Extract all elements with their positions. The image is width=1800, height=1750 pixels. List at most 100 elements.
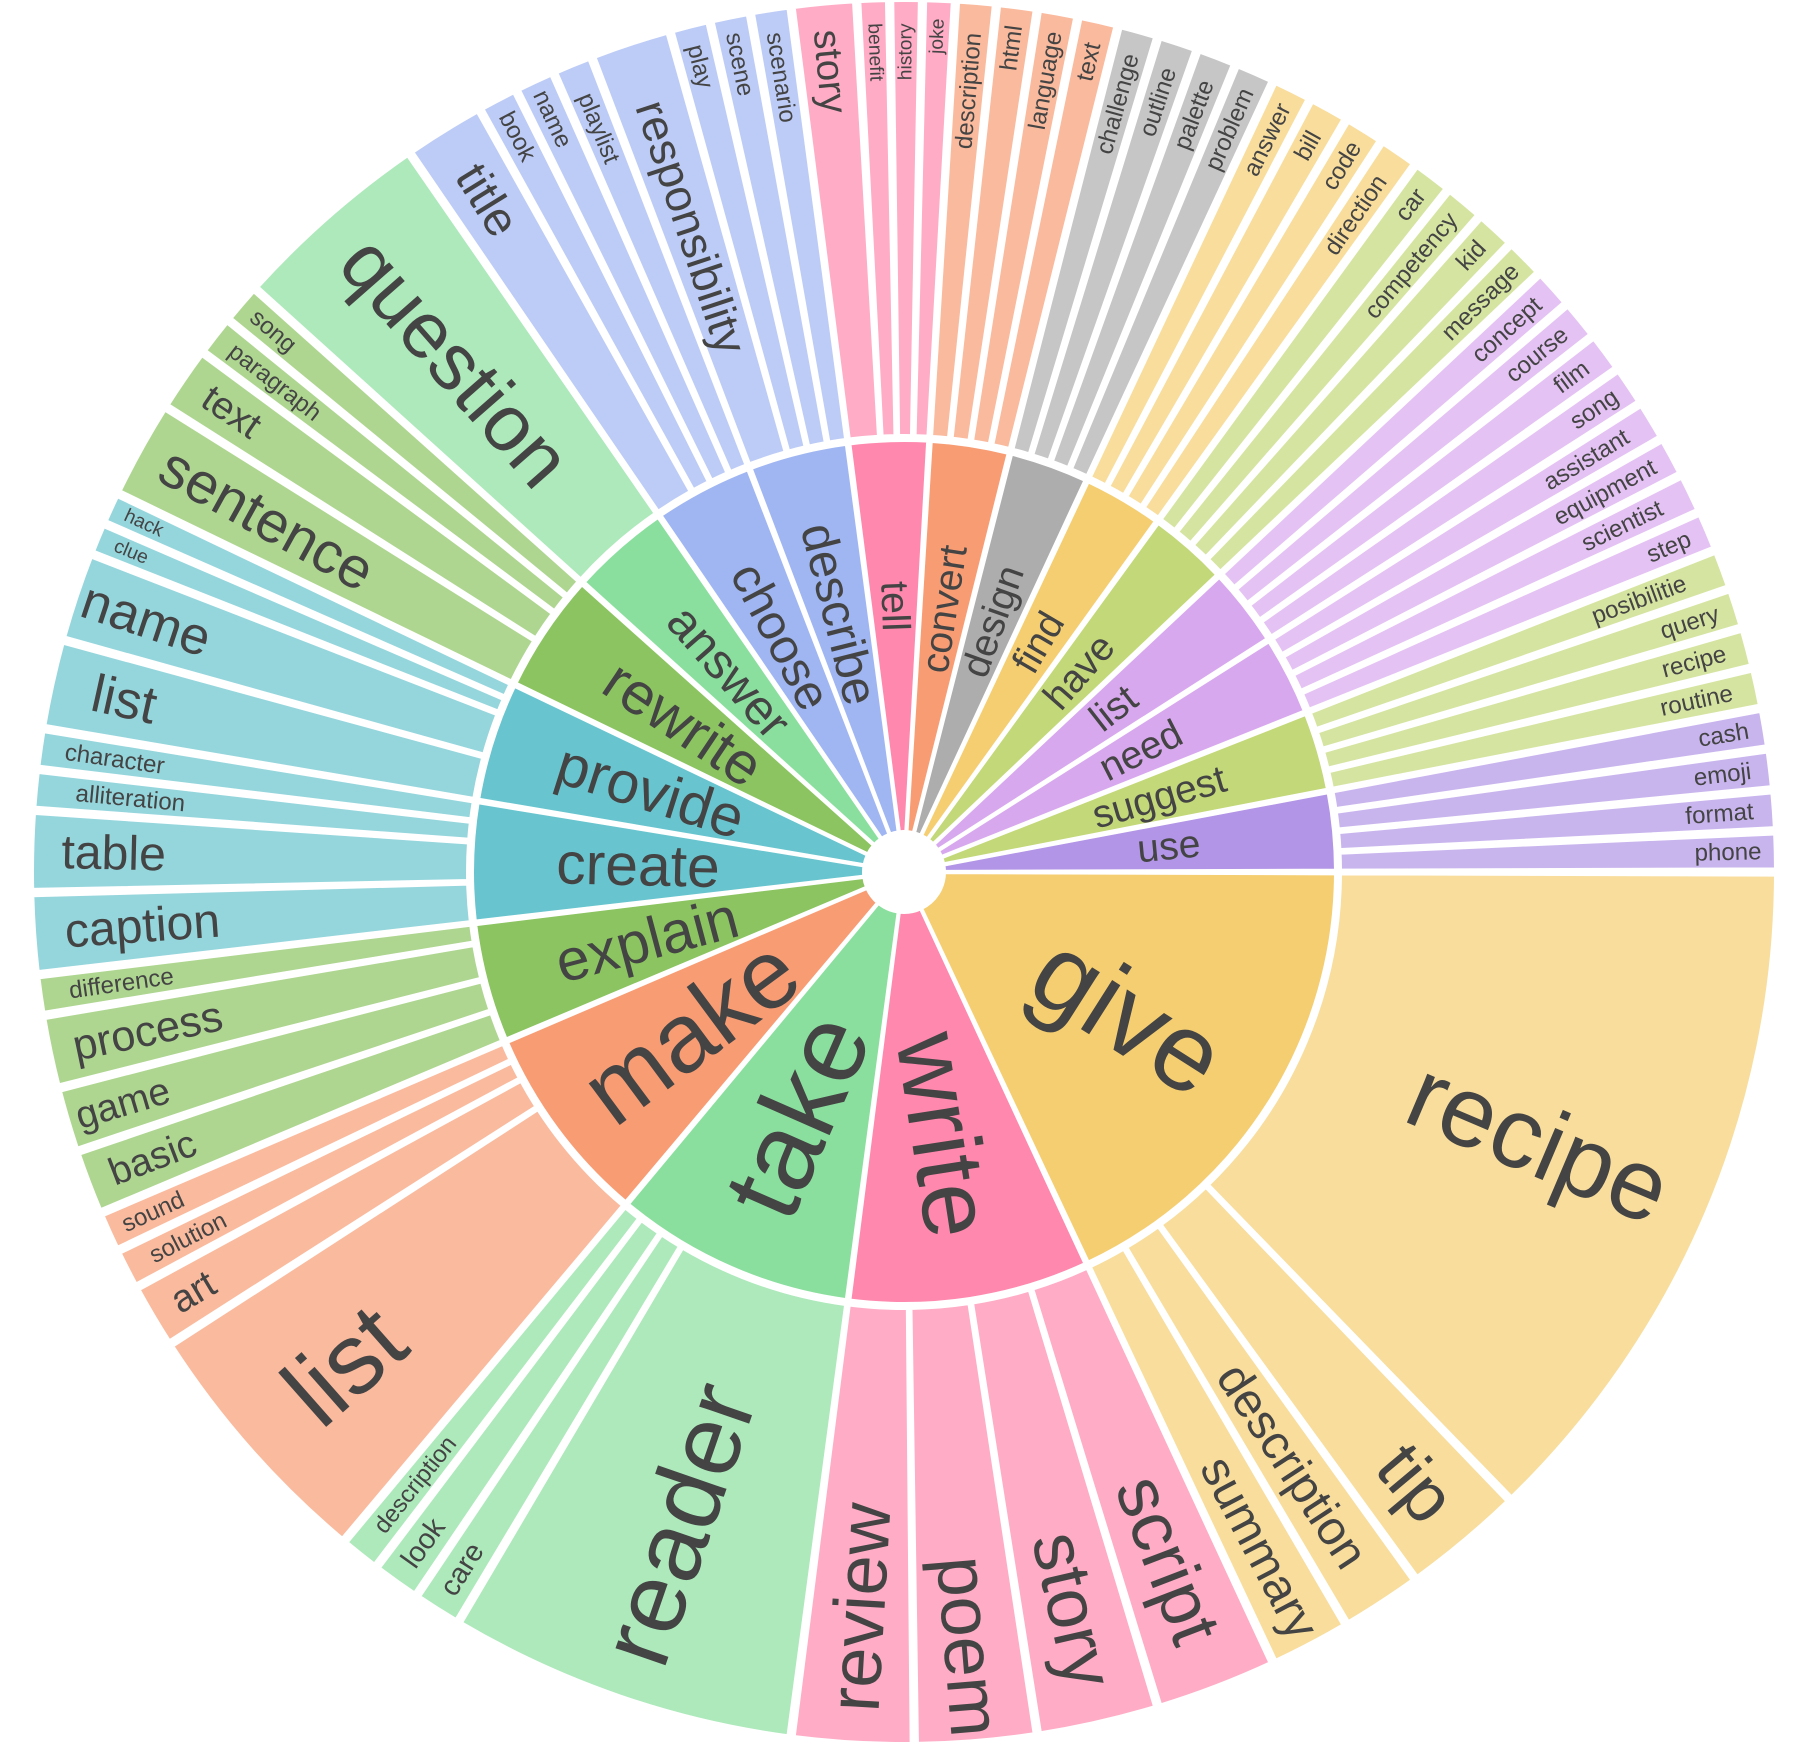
segment-write-story <box>969 1287 1158 1736</box>
segment-label-create-caption: caption <box>63 894 222 959</box>
segment-explain-difference <box>36 922 477 1016</box>
segment-find-answer <box>1087 80 1311 489</box>
segment-need-step <box>1299 512 1717 713</box>
outer-ring <box>29 0 1779 1746</box>
segment-tell-benefit <box>857 0 898 439</box>
segment-label-use-phone: phone <box>1694 838 1762 867</box>
segment-list-film <box>1246 335 1618 623</box>
segment-suggest-query <box>1314 588 1743 752</box>
segment-convert-description <box>928 0 997 441</box>
segment-write <box>847 905 1089 1306</box>
segment-tell-story <box>791 0 882 442</box>
segment-explain-game <box>57 978 494 1152</box>
segment-rewrite-text <box>164 352 556 642</box>
segment-find-code <box>1123 118 1382 510</box>
segment-rewrite-paragraph <box>202 319 569 615</box>
segment-take-care <box>416 1231 683 1624</box>
segment-rewrite <box>512 581 877 858</box>
segment-choose-title <box>409 108 694 515</box>
segment-provide-list <box>42 640 486 802</box>
segment-label-tell-history: history <box>895 23 916 80</box>
segment-have-competency <box>1174 189 1481 547</box>
segment-write-poem <box>908 1300 1038 1746</box>
segment-label-tell-story: story <box>805 28 856 116</box>
segment-choose-playlist <box>553 56 750 475</box>
segment-rewrite-sentence <box>116 406 538 685</box>
segment-label-tell-joke: joke <box>926 18 948 55</box>
segment-need-assistant <box>1269 403 1663 658</box>
segment-make-list <box>169 1106 626 1542</box>
segment-use-emoji <box>1333 749 1775 832</box>
segment-create-table <box>29 810 472 892</box>
segment-list-song <box>1258 368 1641 640</box>
segment-make-sound <box>99 1041 514 1251</box>
segment-create-caption <box>30 881 474 975</box>
segment-describe-scene <box>710 11 829 450</box>
segment-take <box>624 899 901 1303</box>
segment-describe-responsibility <box>591 30 789 467</box>
segment-have-car <box>1157 164 1449 534</box>
segment-explain-basic <box>76 1010 505 1213</box>
segment-convert-language <box>969 8 1078 447</box>
segment-explain <box>472 874 870 1043</box>
segment-explain-process <box>42 942 484 1088</box>
segment-write-review <box>791 1302 914 1746</box>
segment-create <box>470 799 867 924</box>
segment-have-message <box>1204 243 1540 575</box>
segment-label-tell-benefit: benefit <box>863 23 886 82</box>
segment-give <box>918 870 1339 1266</box>
segment-suggest-posibilitie <box>1307 550 1731 732</box>
segment-list-concept <box>1219 272 1568 591</box>
segment-label-create-table: table <box>61 825 167 881</box>
segment-label-tell: tell <box>872 580 917 632</box>
segment-use-format <box>1336 790 1777 853</box>
segment-label-provide-list: list <box>86 664 162 736</box>
segment-take-reader <box>458 1244 849 1739</box>
segment-convert-html <box>949 3 1038 444</box>
segment-use-phone <box>1337 831 1779 873</box>
segment-give-summary <box>1087 1245 1347 1664</box>
inner-ring <box>470 438 1339 1306</box>
segment-create-alliteration <box>32 769 474 842</box>
segment-choose <box>657 466 893 842</box>
segment-rewrite-song <box>227 288 582 598</box>
segment-suggest-routine <box>1325 668 1763 792</box>
segment-have-kid <box>1189 215 1511 561</box>
segment-provide <box>475 683 871 868</box>
segment-make-art <box>135 1077 540 1345</box>
segment-describe <box>748 441 901 838</box>
segment-take-look <box>375 1217 663 1597</box>
segment-choose-name <box>516 71 731 484</box>
segment-label-write-review: review <box>814 1500 906 1714</box>
segment-suggest-recipe <box>1320 628 1754 772</box>
segment-describe-scenario <box>750 5 849 445</box>
segment-answer-question <box>254 152 659 583</box>
segment-write-script <box>1029 1264 1274 1708</box>
segment-give-description <box>1123 1223 1416 1626</box>
segment-make <box>504 885 882 1206</box>
segment-label-write-poem: poem <box>921 1553 1016 1740</box>
segment-design-challenge <box>1009 24 1158 457</box>
segment-label-convert-html: html <box>995 24 1028 73</box>
segment-find-direction <box>1140 140 1416 521</box>
segment-list-course <box>1233 303 1594 606</box>
segment-label-use-format: format <box>1684 798 1754 830</box>
segment-tell-joke <box>912 0 955 439</box>
segment-provide-clue <box>90 523 507 715</box>
segment-label-use-emoji: emoji <box>1692 758 1752 792</box>
segment-need-scientist <box>1290 474 1700 694</box>
segment-label-use: use <box>1135 823 1202 872</box>
segment-take-description <box>343 1204 643 1568</box>
segment-provide-hack <box>103 493 514 700</box>
segment-design-palette <box>1049 48 1236 471</box>
segment-tell-history <box>890 0 922 439</box>
segment-use-cash <box>1330 708 1770 812</box>
segment-label-create: create <box>556 831 721 900</box>
segment-give-recipe <box>1204 871 1779 1501</box>
segment-design-outline <box>1029 36 1197 464</box>
segment-find-bill <box>1105 98 1347 499</box>
segment-create-character <box>36 728 477 822</box>
segment-describe-play <box>670 20 809 455</box>
segment-answer <box>580 513 885 848</box>
